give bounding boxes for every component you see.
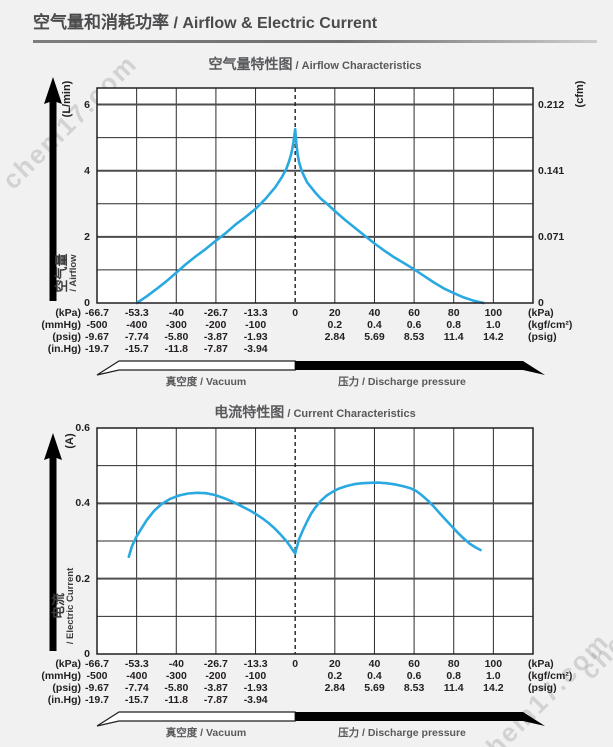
page-title-en: / Airflow & Electric Current (169, 15, 378, 32)
current-plot-border (96, 427, 534, 655)
page-title: 空气量和消耗功率 / Airflow & Electric Current (33, 8, 597, 33)
y-axis-up-arrow (44, 77, 62, 301)
page-header: 空气量和消耗功率 / Airflow & Electric Current (33, 8, 597, 43)
vacuum-arrow (96, 711, 296, 727)
page-title-zh: 空气量和消耗功率 (33, 13, 169, 32)
airflow-plot-area (97, 88, 533, 303)
current-curve (127, 481, 482, 559)
pressure-arrow (295, 361, 545, 375)
airflow-curve (135, 128, 485, 305)
title-divider (33, 40, 597, 43)
y-axis-up-arrow (44, 433, 62, 651)
vacuum-arrow (96, 360, 296, 376)
airflow-plot-border (96, 87, 534, 304)
pressure-arrow (295, 712, 545, 726)
